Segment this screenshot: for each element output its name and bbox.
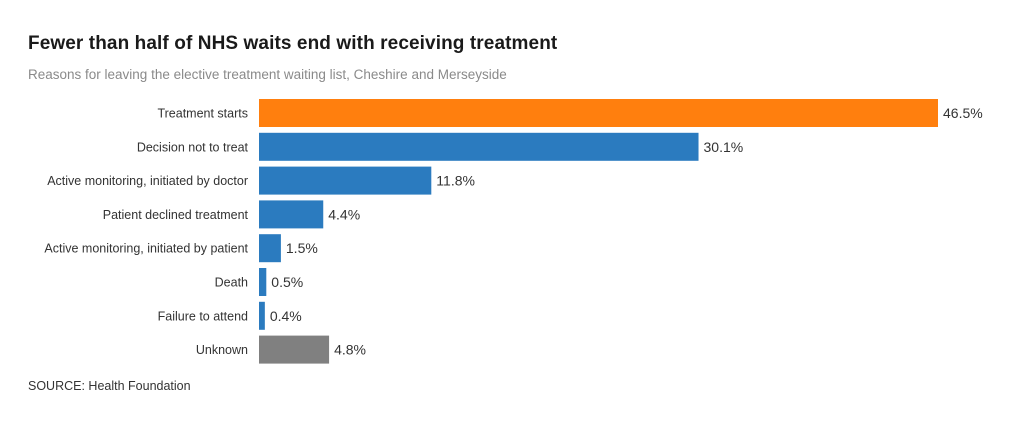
value-label: 46.5% [943, 105, 983, 121]
value-label: 4.8% [334, 342, 366, 358]
category-label: Patient declined treatment [103, 208, 249, 222]
value-label: 0.4% [270, 308, 302, 324]
category-label: Active monitoring, initiated by patient [44, 242, 248, 256]
chart-subtitle: Reasons for leaving the elective treatme… [28, 67, 507, 82]
value-label: 0.5% [271, 274, 303, 290]
category-label: Unknown [196, 343, 248, 357]
value-label: 4.4% [328, 206, 360, 222]
bar [259, 234, 281, 263]
bar [259, 268, 267, 296]
value-label: 11.8% [436, 173, 475, 189]
bar [259, 335, 330, 364]
bar [259, 166, 432, 195]
bar [259, 200, 324, 229]
category-label: Failure to attend [158, 309, 248, 323]
source-note: SOURCE: Health Foundation [28, 379, 191, 393]
chart-title: Fewer than half of NHS waits end with re… [28, 33, 558, 54]
category-label: Treatment starts [157, 107, 248, 121]
value-label: 30.1% [704, 139, 744, 155]
category-label: Active monitoring, initiated by doctor [47, 174, 248, 188]
value-label: 1.5% [286, 240, 318, 256]
bar [259, 132, 699, 161]
bar [259, 99, 938, 127]
bar [259, 301, 265, 330]
category-label: Death [215, 276, 248, 290]
category-label: Decision not to treat [137, 140, 249, 154]
